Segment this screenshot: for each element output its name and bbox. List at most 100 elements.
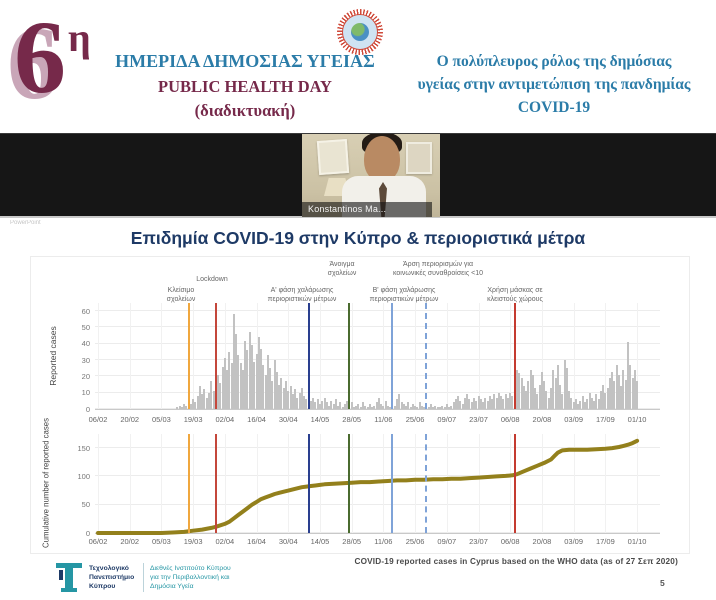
daily-cases-bar [239,363,242,409]
daily-cases-bar [543,381,546,409]
daily-cases-bar [593,400,596,409]
edition-number-digit: 6 [14,0,66,115]
daily-cases-bar [459,400,462,409]
y-tick-label: 100 [77,471,90,481]
x-tick-label: 06/02 [88,415,108,424]
daily-cases-bar [269,368,272,409]
daily-cases-bar [595,394,598,409]
gridline-vertical [605,303,607,409]
daily-cases-bar [475,400,478,409]
daily-cases-bar [570,397,573,409]
gridline-horizontal [95,391,660,393]
daily-cases-bar [291,394,294,409]
daily-cases-bar [402,404,405,409]
daily-cases-bar [257,337,260,409]
daily-cases-bar [545,391,548,409]
y-tick-label: 20 [81,371,90,381]
daily-cases-bar [178,405,181,409]
gridline-vertical [98,434,99,533]
topic-line-2: υγείας στην αντιμετώπιση της πανδημίας [417,76,691,93]
x-tick-label: 05/03 [152,415,171,424]
gridline-vertical [637,434,639,533]
daily-cases-bar [189,404,192,409]
daily-cases-bar [198,386,201,409]
gridline-vertical [446,303,448,409]
gridline-horizontal [95,342,660,344]
gridline-vertical [573,434,575,533]
gridline-horizontal [95,532,660,533]
speaker-video-thumbnail[interactable]: Konstantinos Ma... [302,134,440,217]
daily-cases-bar [522,386,525,409]
daily-cases-bar [611,371,614,409]
daily-cases-bar [350,402,353,409]
event-line [214,434,217,533]
daily-cases-bar [427,407,430,409]
daily-cases-bar [588,392,591,409]
daily-cases-bar [393,405,396,409]
daily-cases-bar [380,404,383,409]
daily-cases-bar [400,402,403,409]
daily-cases-bar [411,404,414,409]
daily-cases-bar [527,381,530,409]
gridline-vertical [161,434,163,533]
edition-number-suffix: η [68,15,91,60]
cumulative-line [96,438,640,535]
chart-source-caption: COVID-19 reported cases in Cyprus based … [354,557,678,566]
daily-cases-bar [482,402,485,409]
daily-cases-bar [228,351,231,409]
x-tick-label: 01/10 [627,415,647,424]
daily-cases-bar [500,395,503,409]
daily-cases-bar [627,342,629,409]
x-tick-label: 17/09 [595,537,615,546]
daily-cases-bar [534,387,537,409]
y-tick-label: 0 [85,404,90,414]
x-tick-label: 02/04 [215,537,235,546]
daily-cases-bar [303,395,306,409]
daily-cases-bar [323,397,326,409]
daily-cases-bar [461,404,464,409]
daily-cases-bar [550,387,552,409]
gridline-vertical [573,303,575,409]
daily-cases-bar [386,405,389,409]
wall-picture-frame-2 [406,142,432,174]
gridline-vertical [288,303,290,409]
slide-title: Επιδημία COVID-19 στην Κύπρο & περιοριστ… [130,228,586,248]
footer-divider [143,563,144,592]
daily-cases-bar [511,395,514,409]
daily-cases-bar [613,381,616,409]
daily-cases-bar [232,314,235,409]
gridline-vertical [541,434,543,533]
daily-cases-bar [504,394,507,409]
speaker-face [364,136,400,182]
event-line [187,303,190,409]
gridline-vertical [193,303,195,409]
daily-cases-bar [341,407,344,409]
daily-cases-bar [477,395,480,409]
x-tick-label: 19/03 [183,415,203,424]
daily-cases-bar [294,389,297,409]
daily-cases-bar [321,400,324,409]
daily-cases-bar [237,355,240,409]
daily-cases-bar [622,369,625,409]
daily-cases-bar [493,394,496,409]
cumulative-cases-axis-label: Cumulative number of reported cases [41,417,51,549]
x-tick-label: 06/08 [500,415,520,424]
daily-cases-bar [466,394,469,409]
daily-cases-bar [429,404,432,409]
gridline-vertical [510,434,512,533]
gridline-vertical [637,303,639,409]
gridline-vertical [224,303,226,409]
daily-cases-bar [452,402,455,409]
event-annotation: Άρση περιορισμών για κοινωνικές συναθροί… [392,261,484,277]
daily-cases-bar [221,366,224,409]
gridline-vertical [415,303,417,409]
daily-cases-bar [432,407,435,409]
daily-cases-bar [509,392,512,409]
event-annotation: Lockdown [196,276,228,283]
daily-cases-bar [337,405,340,409]
daily-cases-bar [579,400,582,409]
x-tick-label: 11/06 [374,537,393,546]
speaker-tie [379,182,387,217]
daily-cases-bar [183,404,186,409]
x-tick-label: 25/06 [405,537,425,546]
